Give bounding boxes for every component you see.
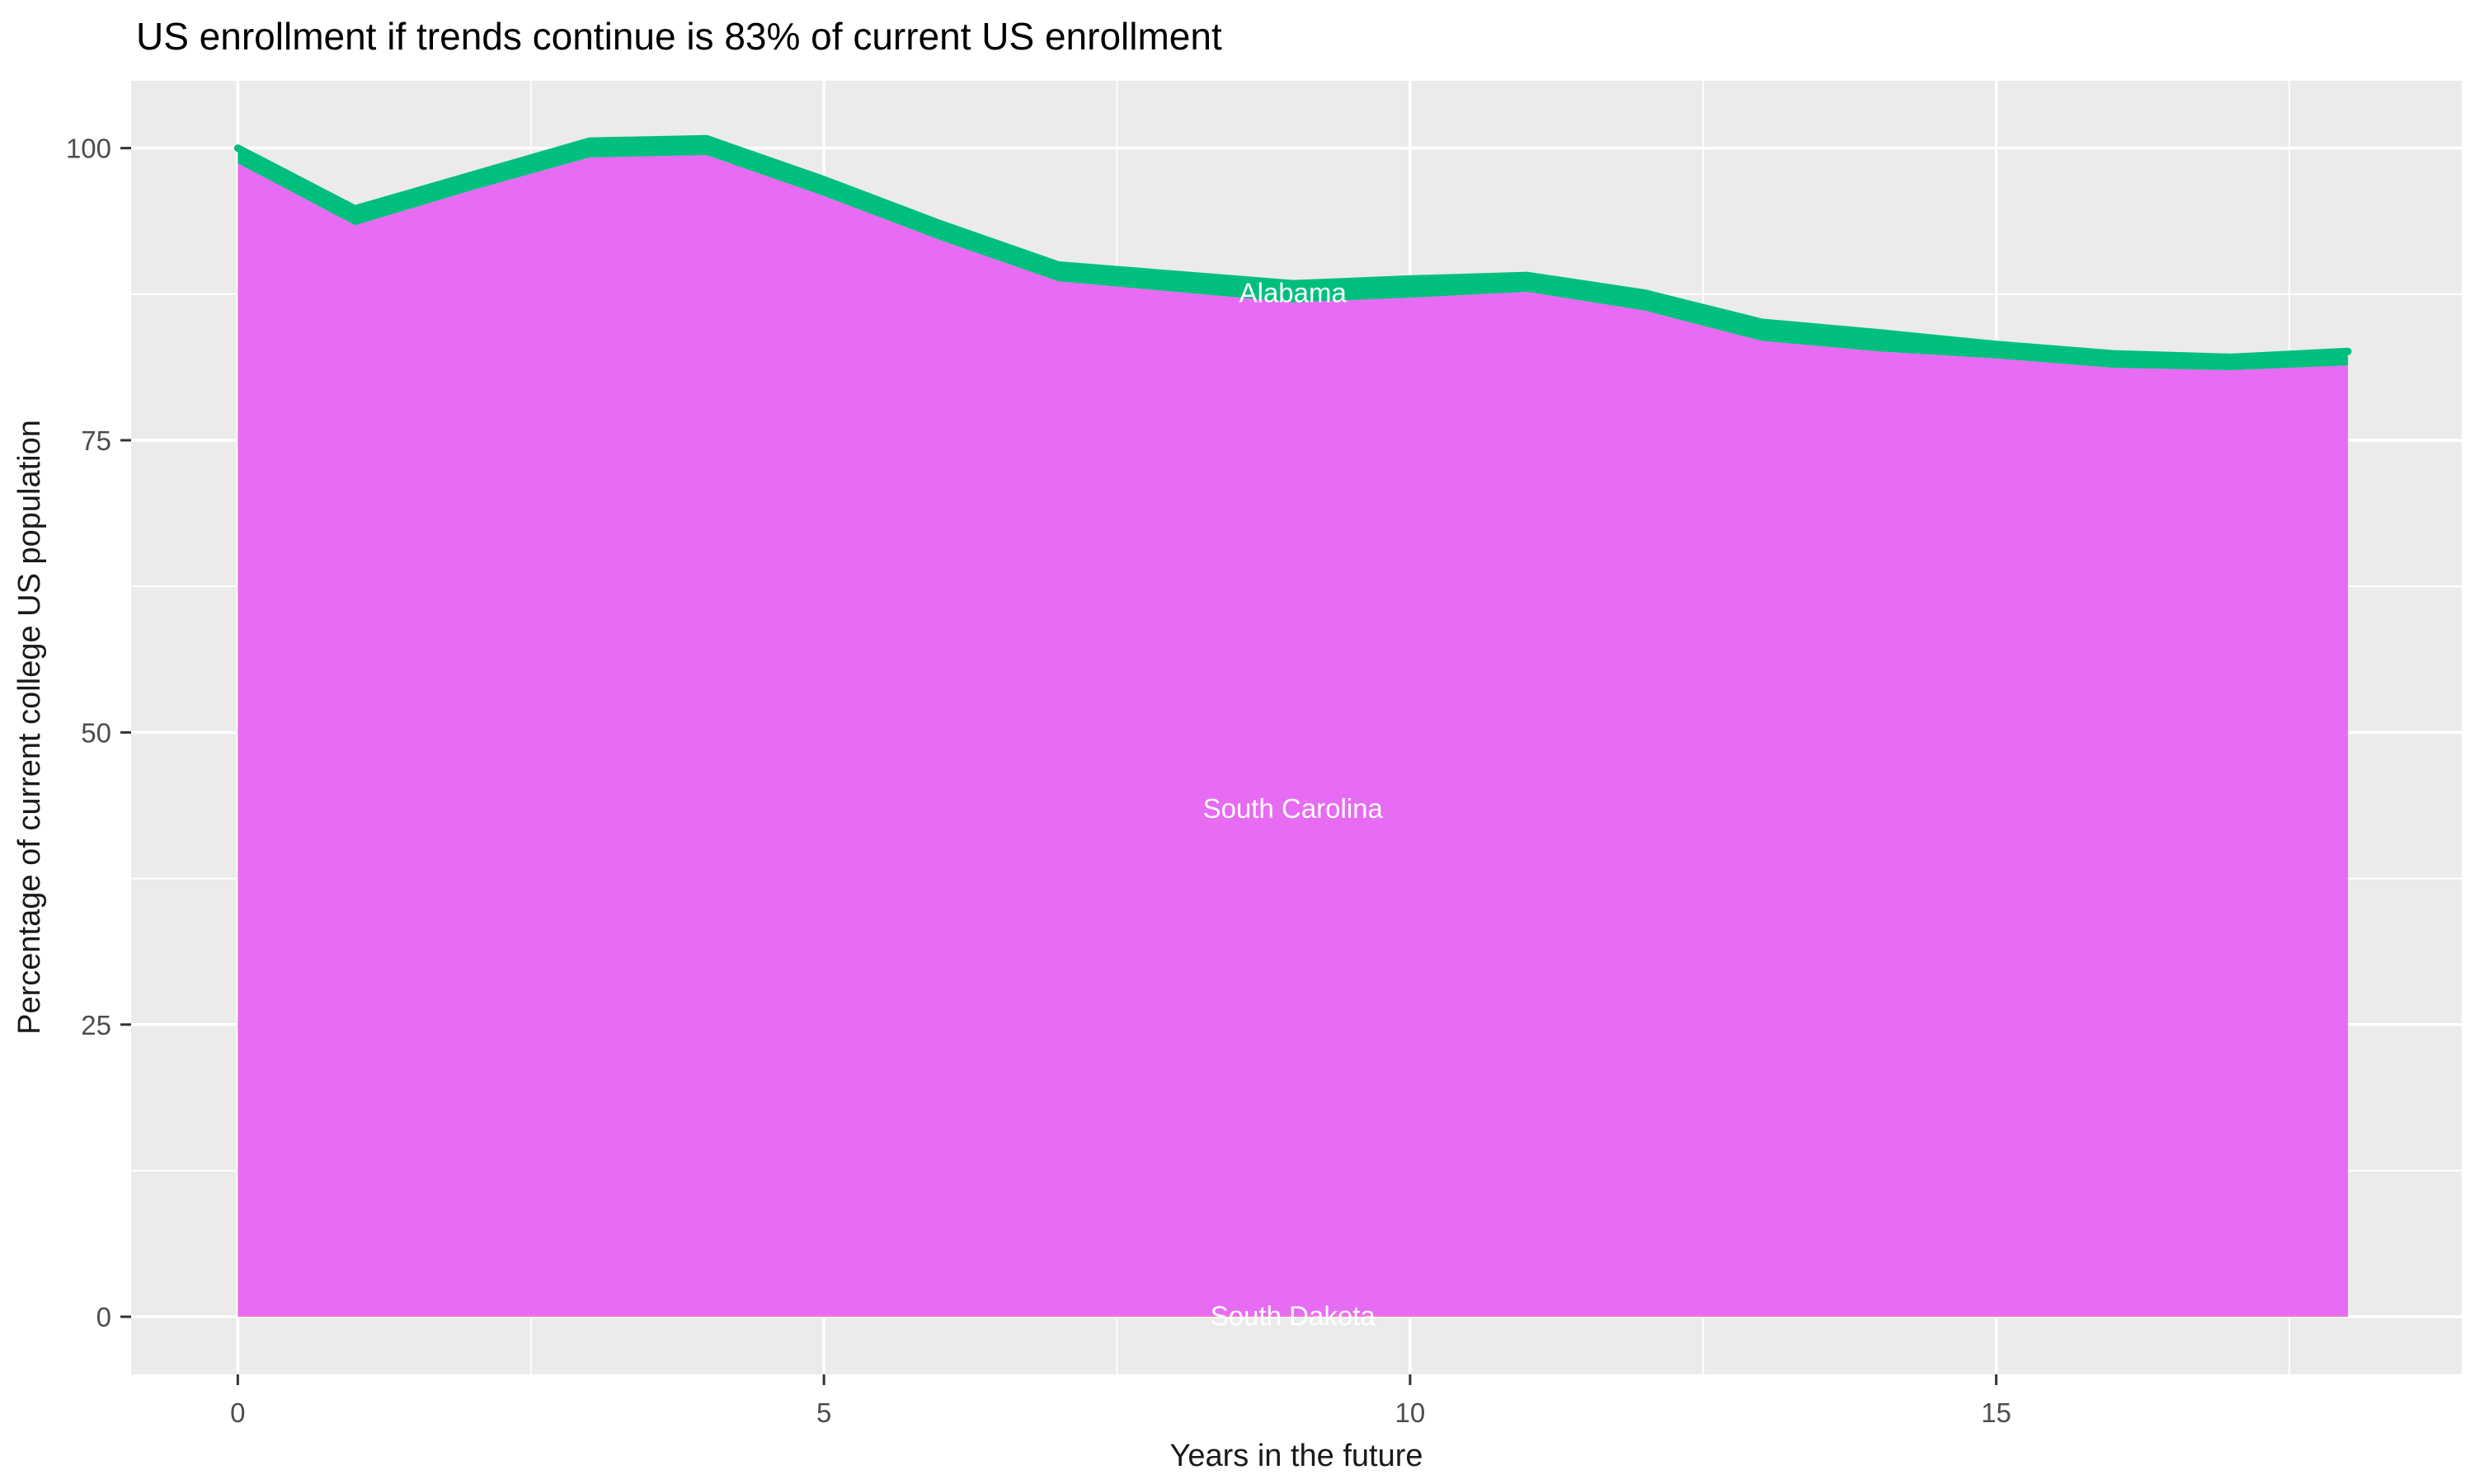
x-axis-title: Years in the future	[1169, 1439, 1423, 1473]
y-axis-title: Percentage of current college US populat…	[12, 420, 47, 1035]
axis-tick-marks	[120, 147, 1998, 1385]
chart-title: US enrollment if trends continue is 83% …	[136, 15, 1222, 58]
y-tick-label: 100	[66, 134, 111, 164]
y-tick-label: 75	[81, 425, 111, 456]
stacked-areas	[238, 139, 2349, 1317]
axis-tick-labels: 0 5 10 15 0 25 50 75 100	[66, 134, 2011, 1428]
series-label-south-dakota: South Dakota	[1211, 1300, 1376, 1331]
x-tick-label: 0	[230, 1397, 245, 1428]
area-south-carolina	[238, 155, 2349, 1316]
x-tick-label: 10	[1395, 1397, 1426, 1428]
y-tick-label: 0	[96, 1302, 111, 1332]
series-labels: South Dakota South Carolina Alabama	[1203, 277, 1384, 1331]
total-trend-polyline	[233, 134, 2352, 361]
y-tick-label: 25	[81, 1010, 111, 1040]
x-tick-label: 15	[1981, 1397, 2011, 1428]
series-label-south-carolina: South Carolina	[1203, 793, 1384, 824]
x-tick-label: 5	[816, 1397, 831, 1428]
y-tick-label: 50	[81, 717, 111, 748]
series-label-alabama: Alabama	[1239, 277, 1348, 308]
total-trend-line	[233, 134, 2352, 361]
area-south-dakota	[238, 1315, 2349, 1317]
